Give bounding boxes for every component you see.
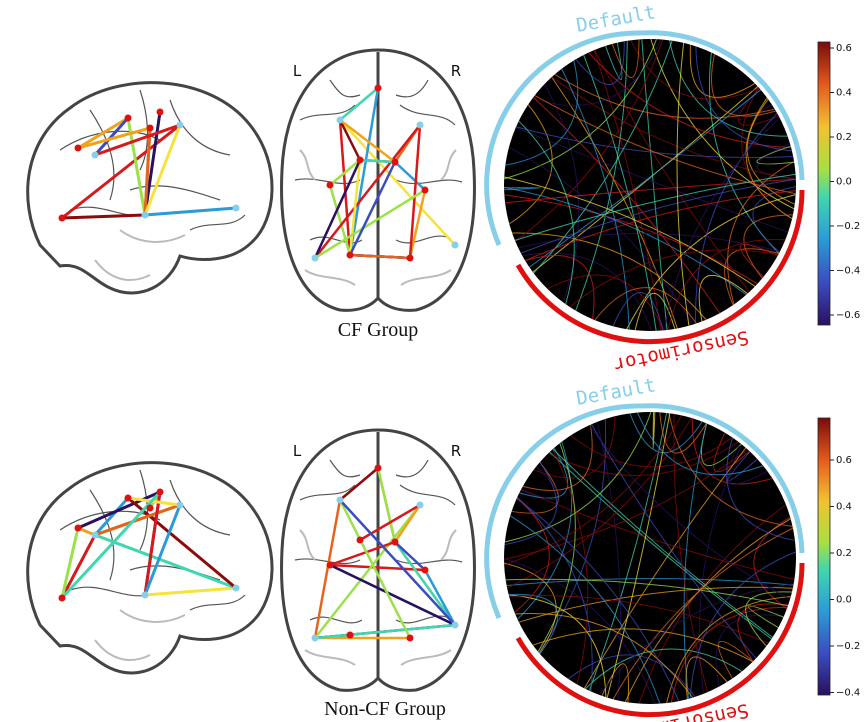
colorbar-tick-label: −0.6 <box>836 310 860 321</box>
orientation-label: L <box>293 62 302 80</box>
node <box>147 125 154 132</box>
node <box>407 635 414 642</box>
figure: LRCF GroupDefaultSensorimotor0.60.40.20.… <box>0 0 866 722</box>
orientation-label: L <box>293 442 302 460</box>
node <box>59 595 66 602</box>
node <box>233 205 240 212</box>
chord-circle <box>504 39 796 331</box>
node <box>125 115 132 122</box>
node <box>392 159 399 166</box>
node <box>452 242 459 249</box>
node <box>312 255 319 262</box>
node <box>327 182 334 189</box>
node <box>417 502 424 509</box>
colorbar-tick-label: 0.0 <box>836 177 852 188</box>
colorbar-tick-label: −0.4 <box>836 688 860 699</box>
group-label: Non-CF Group <box>324 698 446 720</box>
node <box>142 212 149 219</box>
colorbar-tick-label: 0.6 <box>836 43 852 54</box>
node <box>347 252 354 259</box>
orientation-label: R <box>451 62 461 80</box>
node <box>337 497 344 504</box>
node <box>347 632 354 639</box>
group-label: CF Group <box>338 319 419 341</box>
node <box>417 122 424 129</box>
node <box>157 489 164 496</box>
colorbar-tick-label: 0.2 <box>836 548 852 559</box>
node <box>177 502 184 509</box>
node <box>75 145 82 152</box>
colorbar-tick-label: 0.6 <box>836 455 852 466</box>
node <box>142 592 149 599</box>
node <box>422 187 429 194</box>
node <box>177 122 184 129</box>
node <box>375 465 382 472</box>
colorbar-tick-label: −0.2 <box>836 641 860 652</box>
circle-label: Sensorimotor <box>612 326 751 376</box>
node <box>407 255 414 262</box>
node <box>92 152 99 159</box>
colorbar <box>818 418 830 695</box>
node <box>125 495 132 502</box>
node <box>59 215 66 222</box>
node <box>392 539 399 546</box>
colorbar-tick-label: −0.2 <box>836 221 860 232</box>
colorbar-tick-label: 0.4 <box>836 502 852 513</box>
node <box>233 585 240 592</box>
node <box>337 117 344 124</box>
node <box>92 532 99 539</box>
node <box>375 85 382 92</box>
node <box>422 567 429 574</box>
node <box>312 635 319 642</box>
orientation-label: R <box>451 442 461 460</box>
node <box>357 157 364 164</box>
node <box>147 505 154 512</box>
colorbar-tick-label: 0.2 <box>836 132 852 143</box>
colorbar-tick-label: −0.4 <box>836 266 860 277</box>
node <box>327 562 334 569</box>
colorbar-tick-label: 0.4 <box>836 88 852 99</box>
node <box>357 537 364 544</box>
colorbar-tick-label: 0.0 <box>836 595 852 606</box>
node <box>157 109 164 116</box>
node <box>75 525 82 532</box>
colorbar <box>818 42 830 325</box>
node <box>452 622 459 629</box>
